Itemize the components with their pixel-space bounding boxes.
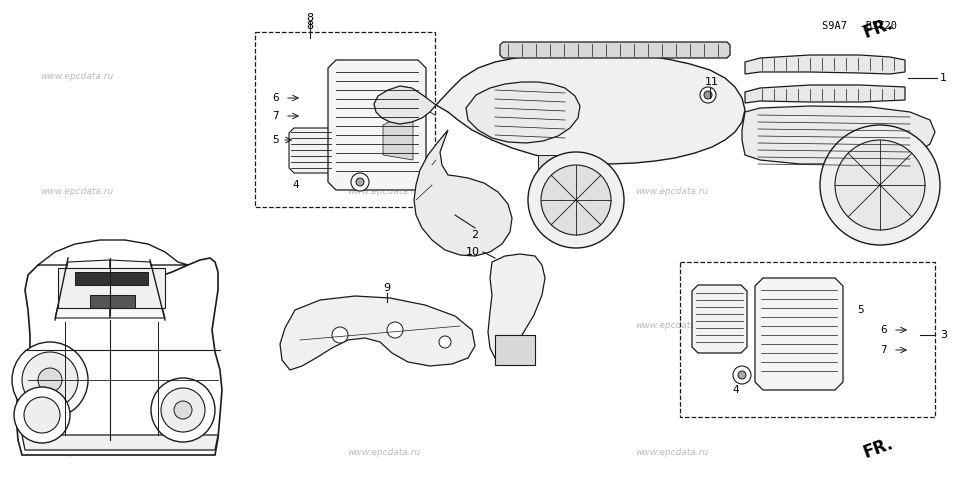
Circle shape xyxy=(332,327,348,343)
Circle shape xyxy=(700,87,716,103)
Text: 10: 10 xyxy=(466,247,480,257)
Text: www.epcdata.ru: www.epcdata.ru xyxy=(348,72,420,81)
Polygon shape xyxy=(289,128,333,173)
Circle shape xyxy=(151,378,215,442)
Circle shape xyxy=(38,368,62,392)
Circle shape xyxy=(24,397,60,433)
Circle shape xyxy=(733,366,751,384)
Text: 9: 9 xyxy=(383,283,391,293)
Circle shape xyxy=(541,165,611,235)
Polygon shape xyxy=(38,240,188,265)
Polygon shape xyxy=(328,60,426,190)
Polygon shape xyxy=(110,260,165,318)
Polygon shape xyxy=(75,272,148,285)
Circle shape xyxy=(351,173,369,191)
Bar xyxy=(495,335,535,365)
Text: 4: 4 xyxy=(732,385,739,395)
Circle shape xyxy=(820,125,940,245)
Text: 6: 6 xyxy=(272,93,278,103)
Polygon shape xyxy=(755,278,843,390)
Bar xyxy=(538,155,566,173)
Text: www.epcdata.ru: www.epcdata.ru xyxy=(348,187,420,196)
Text: www.epcdata.ru: www.epcdata.ru xyxy=(348,321,420,330)
Circle shape xyxy=(174,401,192,419)
Text: 11: 11 xyxy=(705,77,719,87)
Polygon shape xyxy=(692,285,747,353)
Polygon shape xyxy=(90,295,135,308)
Text: 5: 5 xyxy=(272,135,278,145)
Polygon shape xyxy=(374,86,436,124)
Circle shape xyxy=(12,342,88,418)
Text: 8: 8 xyxy=(306,21,314,31)
Text: www.epcdata.ru: www.epcdata.ru xyxy=(40,448,113,457)
Circle shape xyxy=(356,178,364,186)
Bar xyxy=(538,175,566,193)
Circle shape xyxy=(738,371,746,379)
Bar xyxy=(255,32,435,207)
Text: www.epcdata.ru: www.epcdata.ru xyxy=(40,321,113,330)
Text: www.epcdata.ru: www.epcdata.ru xyxy=(40,72,113,81)
Text: 8: 8 xyxy=(306,13,314,23)
Bar xyxy=(575,160,603,178)
Circle shape xyxy=(835,140,925,230)
Text: 7: 7 xyxy=(880,345,887,355)
Polygon shape xyxy=(500,42,730,58)
Text: FR.: FR. xyxy=(861,434,896,462)
Text: 5: 5 xyxy=(857,305,864,315)
Text: www.epcdata.ru: www.epcdata.ru xyxy=(636,321,708,330)
Polygon shape xyxy=(55,260,110,318)
Polygon shape xyxy=(16,258,222,455)
Text: 6: 6 xyxy=(880,325,887,335)
Text: 4: 4 xyxy=(293,180,300,190)
Text: 1: 1 xyxy=(940,73,947,83)
Text: www.epcdata.ru: www.epcdata.ru xyxy=(348,448,420,457)
Polygon shape xyxy=(58,268,165,308)
Text: 7: 7 xyxy=(272,111,278,121)
Circle shape xyxy=(439,336,451,348)
Text: S9A7  -B3720: S9A7 -B3720 xyxy=(822,22,897,31)
Text: www.epcdata.ru: www.epcdata.ru xyxy=(40,187,113,196)
Polygon shape xyxy=(280,296,475,370)
Circle shape xyxy=(161,388,205,432)
Text: FR.: FR. xyxy=(860,14,896,42)
Circle shape xyxy=(387,322,403,338)
Polygon shape xyxy=(745,55,905,74)
Text: 2: 2 xyxy=(471,230,479,240)
Polygon shape xyxy=(383,110,413,160)
Circle shape xyxy=(704,91,712,99)
Polygon shape xyxy=(436,52,745,164)
Circle shape xyxy=(528,152,624,248)
Polygon shape xyxy=(466,82,580,143)
Text: www.epcdata.ru: www.epcdata.ru xyxy=(636,72,708,81)
Polygon shape xyxy=(488,254,545,360)
Text: www.epcdata.ru: www.epcdata.ru xyxy=(636,448,708,457)
Circle shape xyxy=(14,387,70,443)
Polygon shape xyxy=(745,85,905,103)
Circle shape xyxy=(22,352,78,408)
Text: www.epcdata.ru: www.epcdata.ru xyxy=(636,187,708,196)
Polygon shape xyxy=(414,130,512,256)
Polygon shape xyxy=(742,106,935,164)
Text: 3: 3 xyxy=(940,330,947,340)
Bar xyxy=(680,262,935,417)
Polygon shape xyxy=(22,435,218,450)
